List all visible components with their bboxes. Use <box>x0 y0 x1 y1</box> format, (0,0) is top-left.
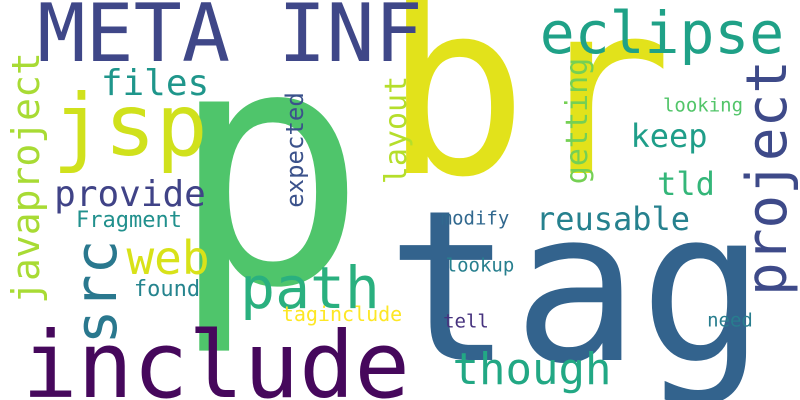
word-looking: looking <box>662 94 744 117</box>
word-layout: layout <box>379 75 414 185</box>
word-getting: getting <box>560 57 595 185</box>
word-files: files <box>100 63 210 104</box>
word-reusable: reusable <box>535 200 691 238</box>
word-jsp: jsp <box>52 76 208 176</box>
word-though: though <box>452 344 612 395</box>
word-tld: tld <box>657 165 715 203</box>
word-expected: expected <box>281 92 309 208</box>
word-eclipse: eclipse <box>539 0 785 67</box>
word-found: found <box>133 277 201 302</box>
word-project: project <box>735 59 800 297</box>
word-meta-inf: META INF <box>37 0 423 80</box>
word-need: need <box>707 309 753 332</box>
word-src: src <box>62 239 130 345</box>
word-keep: keep <box>630 117 708 155</box>
word-br: br <box>383 0 673 230</box>
word-lookup: lookup <box>445 254 515 277</box>
word-provide: provide <box>54 174 206 215</box>
word-tell: tell <box>443 310 489 333</box>
word-p: p <box>168 0 368 360</box>
word-tag: tag <box>386 165 766 400</box>
word-javaproject: javaproject <box>4 52 48 304</box>
word-path: path <box>240 254 380 322</box>
word-include: include <box>22 312 410 400</box>
word-modify: modify <box>440 207 510 230</box>
word-taginclude: taginclude <box>281 302 403 326</box>
word-web: web <box>126 231 210 285</box>
word-fragment: Fragment <box>76 208 182 233</box>
